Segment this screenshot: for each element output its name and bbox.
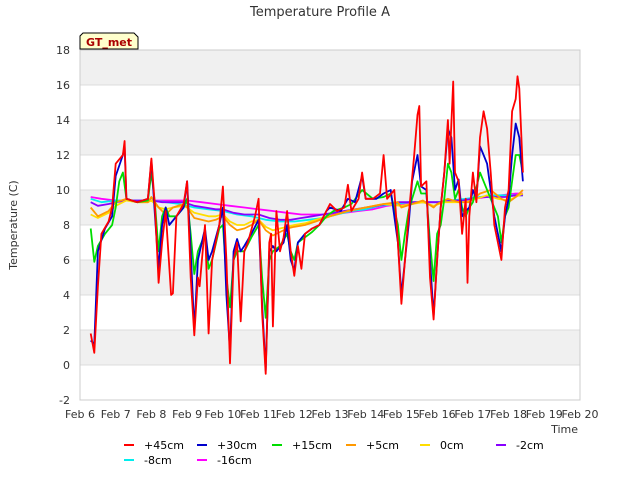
- legend-label: +45cm: [144, 439, 184, 452]
- x-tick-label: Feb 7: [101, 408, 131, 421]
- legend-label: -2cm: [516, 439, 544, 452]
- y-tick-label: 2: [63, 324, 70, 337]
- y-tick-label: 6: [63, 254, 70, 267]
- x-tick-label: Feb 11: [240, 408, 277, 421]
- legend-label: +5cm: [366, 439, 399, 452]
- legend-label: +15cm: [292, 439, 332, 452]
- x-tick-label: Feb 10: [204, 408, 241, 421]
- series-line-5cm: [90, 189, 524, 237]
- y-axis-label: Temperature (C): [7, 180, 20, 270]
- y-tick-label: 12: [56, 149, 70, 162]
- badge-label: GT_met: [86, 36, 132, 49]
- x-tick-label: Feb 12: [276, 408, 313, 421]
- badge: GT_met: [79, 32, 139, 50]
- legend-label: -8cm: [144, 454, 172, 467]
- plot-frame: [79, 49, 581, 401]
- y-tick-label: 8: [63, 219, 70, 232]
- legend-label: +30cm: [217, 439, 257, 452]
- grid-band: [80, 50, 580, 85]
- y-tick-label: 10: [56, 184, 70, 197]
- grid-band: [80, 365, 580, 400]
- x-tick-label: Feb 8: [136, 408, 166, 421]
- legend-label: 0cm: [440, 439, 464, 452]
- x-tick-label: Feb 6: [65, 408, 95, 421]
- grid-band: [80, 225, 580, 260]
- y-tick-label: 14: [56, 114, 70, 127]
- series-line-45cm: [89, 75, 524, 375]
- x-tick-label: Feb 9: [172, 408, 202, 421]
- legend-label: -16cm: [217, 454, 252, 467]
- y-tick-label: 18: [56, 44, 70, 57]
- x-tick-label: Feb 20: [562, 408, 599, 421]
- grid-band: [80, 155, 580, 190]
- x-tick-label: Feb 13: [312, 408, 349, 421]
- y-tick-label: 0: [63, 359, 70, 372]
- badge-box: [79, 32, 139, 50]
- legend: +45cm +30cm +15cm +5cm 0cm -2cm -8cm -16cm: [124, 439, 544, 467]
- y-tick-label: -2: [59, 394, 70, 407]
- y-tick-label: 16: [56, 79, 70, 92]
- grid-band: [80, 85, 580, 120]
- x-tick-label: Feb 18: [490, 408, 527, 421]
- grid-band: [80, 295, 580, 330]
- chart-title: Temperature Profile A: [249, 5, 390, 20]
- y-tick-label: 4: [63, 289, 70, 302]
- grid-band: [80, 330, 580, 365]
- x-tick-label: Feb 15: [383, 408, 420, 421]
- grid-bands: [80, 50, 580, 400]
- grid-band: [80, 120, 580, 155]
- x-tick-label: Feb 17: [454, 408, 491, 421]
- grid-band: [80, 260, 580, 295]
- x-tick-label: Feb 16: [419, 408, 456, 421]
- series-layer: [89, 75, 524, 375]
- x-tick-label: Feb 14: [347, 408, 384, 421]
- x-axis-label: Time: [550, 423, 578, 436]
- x-tick-label: Feb 19: [526, 408, 563, 421]
